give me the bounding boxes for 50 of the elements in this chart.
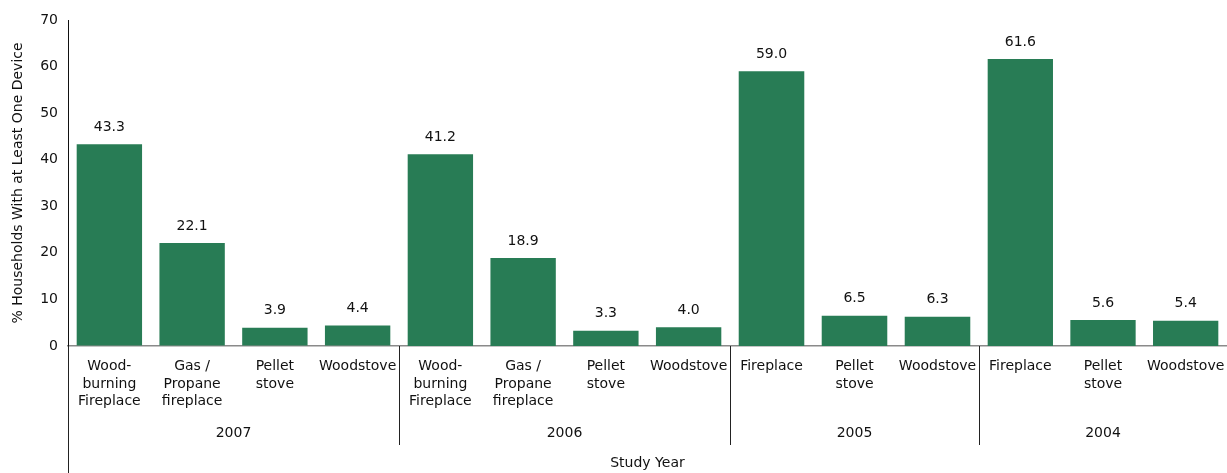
data-label: 18.9 bbox=[507, 231, 539, 248]
x-axis-title: 2004 bbox=[1085, 424, 1121, 441]
x-tick-label: Pellet stove bbox=[255, 357, 295, 391]
x-axis-title: 2007 bbox=[215, 424, 252, 441]
x-axis-title: 2005 bbox=[836, 424, 873, 441]
x-tick-label: Wood- burning Fireplace bbox=[409, 357, 472, 409]
y-tick-label: 40 bbox=[40, 150, 58, 167]
y-tick-label: 20 bbox=[40, 243, 58, 260]
bar bbox=[573, 330, 639, 346]
y-tick-label: 0 bbox=[49, 336, 58, 353]
data-label: 3.3 bbox=[594, 304, 618, 321]
y-axis-title: % Households With at Least One Device bbox=[9, 42, 26, 324]
y-tick-label: 30 bbox=[40, 196, 58, 213]
y-tick-label: 50 bbox=[40, 103, 58, 120]
x-tick-label: Wood- burning Fireplace bbox=[78, 357, 141, 409]
data-label: 6.5 bbox=[843, 289, 866, 306]
x-tick-label: Gas / Propane fireplace bbox=[492, 357, 554, 409]
x-axis-title: 2006 bbox=[546, 424, 583, 441]
y-tick-label: 70 bbox=[40, 10, 58, 27]
x-tick-label: Fireplace bbox=[740, 357, 803, 374]
x-tick-label: Fireplace bbox=[989, 357, 1052, 374]
x-tick-label: Gas / Propane fireplace bbox=[161, 357, 223, 409]
data-label: 5.6 bbox=[1091, 293, 1115, 310]
x-tick-label: Woodstove bbox=[898, 357, 977, 374]
data-label: 43.3 bbox=[93, 117, 125, 134]
data-label: 3.9 bbox=[263, 301, 287, 318]
bar bbox=[159, 243, 225, 346]
data-label: 61.6 bbox=[1004, 32, 1037, 49]
data-label: 22.1 bbox=[176, 216, 208, 233]
bar bbox=[407, 154, 474, 346]
x-tick-label: Woodstove bbox=[1147, 357, 1225, 374]
data-label: 4.0 bbox=[677, 301, 700, 318]
bar bbox=[76, 144, 143, 346]
data-label: 59.0 bbox=[755, 44, 788, 61]
y-tick-label: 60 bbox=[40, 57, 58, 74]
bar bbox=[655, 327, 722, 346]
x-tick-label: Pellet stove bbox=[1083, 357, 1123, 391]
x-tick-label: Pellet stove bbox=[835, 357, 875, 391]
data-label: 4.4 bbox=[346, 299, 369, 316]
y-tick-label: 10 bbox=[40, 290, 58, 307]
bar bbox=[242, 327, 308, 346]
data-label: 5.4 bbox=[1174, 294, 1197, 311]
data-label: 41.2 bbox=[424, 127, 456, 144]
text: Study Year bbox=[610, 454, 685, 470]
bar bbox=[324, 325, 391, 346]
x-tick-label: Woodstove bbox=[318, 357, 397, 374]
data-label: 6.3 bbox=[926, 290, 949, 307]
x-tick-label: Pellet stove bbox=[586, 357, 626, 391]
bar bbox=[490, 257, 556, 346]
x-tick-label: Woodstove bbox=[649, 357, 728, 374]
